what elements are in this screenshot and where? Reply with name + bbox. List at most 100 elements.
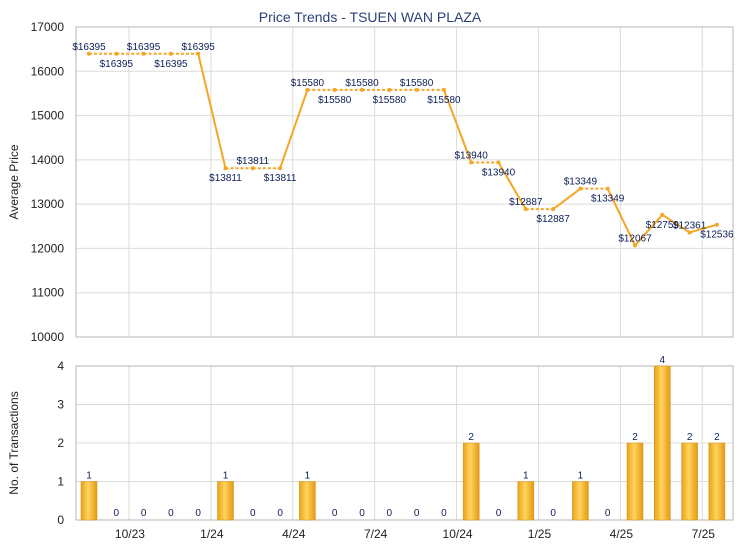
price-point: [687, 230, 692, 235]
price-point-label: $13349: [591, 194, 625, 205]
price-line-segment: [497, 162, 527, 210]
price-line-segment: [552, 187, 581, 210]
transaction-bar-label: 0: [114, 508, 120, 519]
transaction-bar: [80, 481, 98, 521]
price-y-tick-label: 11000: [32, 286, 65, 300]
price-point-label: $12361: [673, 220, 707, 231]
price-point: [605, 186, 610, 191]
price-point-label: $15580: [291, 78, 325, 89]
transaction-bar: [462, 442, 480, 521]
price-point: [87, 51, 91, 56]
price-point: [523, 207, 528, 212]
price-point-label: $13811: [236, 156, 269, 167]
x-tick-label: 10/24: [443, 527, 473, 541]
transaction-bar: [708, 442, 726, 521]
price-point-label: $16395: [72, 42, 106, 53]
price-point: [660, 212, 665, 217]
price-line-segment: [661, 213, 691, 234]
price-point: [551, 207, 556, 212]
transactions-y-tick-label: 0: [57, 513, 64, 527]
price-point: [168, 51, 173, 56]
transactions-plot-frame: [75, 365, 734, 521]
x-tick-label: 4/24: [282, 527, 306, 541]
price-line-segment: [197, 53, 227, 169]
price-point-label: $13811: [209, 173, 242, 184]
price-point: [141, 51, 146, 56]
transaction-bar: [626, 442, 644, 521]
price-point-label: $12067: [618, 233, 652, 244]
price-point: [223, 166, 228, 171]
transaction-bars: [80, 365, 726, 521]
transaction-bar: [654, 365, 671, 521]
price-point: [469, 160, 474, 165]
price-point-label: $15580: [427, 95, 461, 106]
price-plot-frame: [75, 26, 734, 338]
transaction-bar-label: 0: [441, 508, 447, 519]
transaction-bar-label: 0: [496, 508, 502, 519]
transactions-axis-title: No. of Transactions: [7, 391, 21, 494]
transaction-bar-label: 1: [523, 471, 529, 482]
x-tick-label: 7/24: [364, 527, 388, 541]
price-y-tick-label: 12000: [31, 241, 65, 255]
transaction-bar-label: 0: [550, 508, 556, 519]
price-point: [196, 51, 201, 56]
price-gridlines: [76, 26, 733, 338]
transaction-bar-label: 2: [714, 432, 720, 443]
price-point: [441, 87, 446, 92]
transaction-bar-label: 0: [387, 508, 393, 519]
transaction-bar-label: 0: [195, 508, 201, 519]
x-tick-label: 1/25: [528, 527, 552, 541]
transaction-bar-label: 1: [305, 471, 311, 482]
price-point-label: $12887: [536, 214, 570, 225]
price-y-tick-label: 15000: [31, 109, 65, 123]
transaction-bar-labels: 1 0 0 0 0 1 0 0 1 0 0 0 0 0 2 0 1 0 1 0 2 4 2 2: [86, 355, 720, 519]
price-point: [496, 160, 501, 165]
price-line-segment: [279, 89, 309, 169]
price-point-label: $15580: [318, 95, 352, 106]
price-point: [633, 243, 637, 248]
transaction-bar-label: 2: [632, 432, 638, 443]
transaction-bar-label: 4: [660, 355, 666, 366]
transactions-y-tick-label: 2: [57, 436, 64, 450]
price-point-label: $15580: [373, 95, 407, 106]
price-y-tick-label: 10000: [31, 330, 65, 344]
transactions-y-tick-label: 3: [57, 398, 64, 412]
price-point-label: $13940: [455, 151, 489, 162]
price-line-segment: [634, 214, 664, 247]
price-point-label: $13811: [264, 173, 297, 184]
transaction-bar-label: 0: [168, 508, 174, 519]
transaction-bar: [517, 481, 535, 521]
transaction-bar-label: 0: [250, 508, 256, 519]
price-point-label: $13940: [482, 168, 516, 179]
transactions-y-tick-label: 4: [57, 359, 64, 373]
transaction-bar: [299, 481, 316, 521]
price-y-tick-label: 16000: [31, 64, 65, 78]
price-point-label: $16395: [127, 42, 161, 53]
transaction-bar-label: 0: [605, 508, 611, 519]
x-tick-label: 7/25: [692, 527, 716, 541]
price-point-label: $15580: [400, 78, 434, 89]
x-tick-label: 1/24: [200, 527, 224, 541]
transaction-bar-label: 0: [359, 508, 365, 519]
price-point-label: $16395: [100, 59, 134, 70]
transaction-bar-label: 1: [223, 471, 229, 482]
price-point: [278, 166, 283, 171]
price-y-tick-label: 13000: [31, 197, 65, 211]
transactions-y-ticks: 0 1 2 3 4: [57, 359, 64, 527]
price-y-tick-label: 14000: [31, 153, 65, 167]
x-tick-label: 4/25: [610, 527, 634, 541]
transaction-bar-label: 2: [687, 432, 693, 443]
price-point: [578, 186, 583, 191]
price-y-ticks: 10000 11000 12000 13000 14000 15000 16000 17000: [31, 20, 65, 344]
price-point: [360, 87, 364, 92]
price-point-label: $12759: [646, 220, 680, 231]
chart-title: Price Trends - TSUEN WAN PLAZA: [259, 9, 482, 25]
price-point-label: $16395: [154, 59, 188, 70]
price-point-label: $12536: [700, 230, 734, 241]
price-point: [305, 87, 310, 92]
price-point: [332, 87, 337, 92]
price-point-label: $12887: [509, 197, 543, 208]
transaction-bar-label: 0: [332, 508, 338, 519]
